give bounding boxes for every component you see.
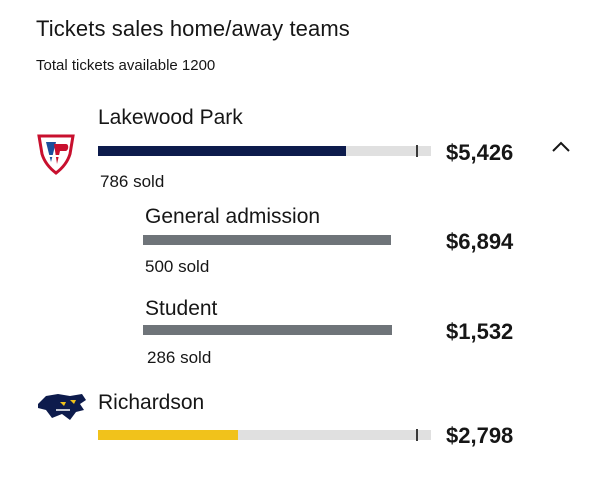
breakdown-sold-count: 500 sold <box>145 257 210 276</box>
card-title: Tickets sales home/away teams <box>36 16 350 41</box>
team-sold-count: 786 sold <box>100 172 165 191</box>
team-sales-bar <box>98 145 431 157</box>
team-sales-fill <box>98 430 238 440</box>
breakdown-amount: $6,894 <box>446 229 514 254</box>
breakdown-sales-bar <box>143 235 391 245</box>
breakdown-amount: $1,532 <box>446 319 514 344</box>
breakdown-sales-bar <box>143 325 392 335</box>
breakdown-name: Student <box>145 297 218 320</box>
team-name: Richardson <box>98 391 205 414</box>
card-subtitle: Total tickets available 1200 <box>36 57 216 74</box>
panther-logo-icon <box>36 390 88 424</box>
team-amount: $5,426 <box>446 140 514 165</box>
team-amount: $2,798 <box>446 423 514 448</box>
team-sales-bar <box>98 429 431 441</box>
chevron-up-icon[interactable] <box>551 140 571 154</box>
capacity-marker <box>416 145 418 157</box>
breakdown-sold-count: 286 sold <box>147 348 212 367</box>
team-sales-fill <box>98 146 347 156</box>
capacity-marker <box>416 429 418 441</box>
lakewood-park-logo-icon <box>36 132 76 176</box>
breakdown-name: General admission <box>145 205 321 228</box>
team-name: Lakewood Park <box>98 106 243 129</box>
